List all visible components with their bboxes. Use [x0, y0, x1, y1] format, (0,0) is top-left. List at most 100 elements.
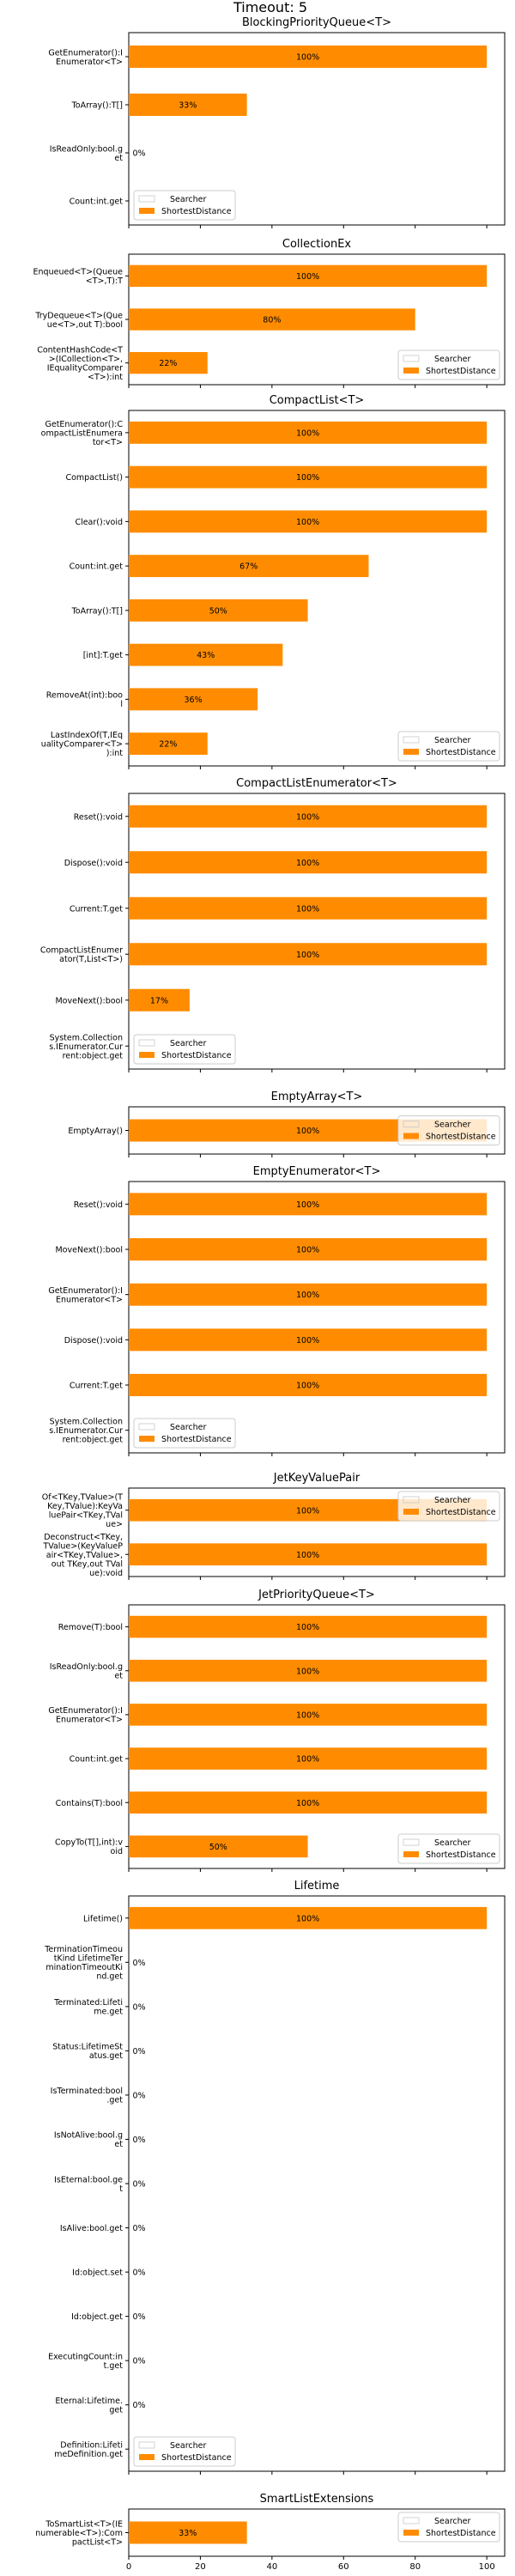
bar — [129, 1835, 308, 1858]
legend-label: ShortestDistance — [426, 1508, 496, 1517]
data-label: 22% — [159, 740, 177, 750]
legend-swatch — [403, 1509, 419, 1515]
legend-swatch — [403, 2530, 419, 2536]
axes-frame — [128, 793, 506, 1070]
category-label: MoveNext():bool — [55, 996, 123, 1005]
bar — [129, 598, 308, 622]
data-label: 0% — [132, 1959, 145, 1968]
bar — [129, 308, 415, 331]
category-label: CompactList() — [65, 473, 123, 483]
data-label: 0% — [132, 2047, 145, 2057]
panel-title: CompactList<T> — [270, 394, 365, 407]
axes-frame — [128, 1895, 506, 2472]
data-label: 22% — [159, 359, 177, 368]
category-label: Reset():void — [74, 1200, 123, 1210]
category-label: Lifetime() — [83, 1914, 123, 1923]
panel-title: EmptyArray<T> — [271, 1091, 363, 1103]
data-label: 0% — [132, 2180, 145, 2190]
panel-title: JetPriorityQueue<T> — [258, 1589, 375, 1601]
data-label: 0% — [132, 2312, 145, 2322]
category-label: ToArray():T[] — [71, 606, 123, 616]
category-label: Definition:Lifeti meDefinition.get — [54, 2440, 123, 2459]
data-label: 0% — [132, 2091, 145, 2100]
category-label: Terminated:Lifeti me.get — [53, 1998, 123, 2017]
category-label: CopyTo(T[],int):v oid — [55, 1838, 123, 1857]
data-label: 100% — [296, 1623, 319, 1632]
category-label: Current:T.get — [70, 1382, 123, 1391]
data-label: 100% — [296, 1755, 319, 1765]
bar — [129, 851, 488, 874]
category-label: Contains(T):bool — [56, 1799, 123, 1808]
legend-swatch — [139, 208, 154, 214]
category-label: GetEnumerator():C ompactListEnumera tor<T> — [41, 420, 124, 447]
data-label: 100% — [296, 1246, 319, 1255]
data-label: 17% — [150, 996, 168, 1005]
category-label: Count:int.get — [70, 1755, 124, 1765]
data-label: 0% — [132, 2401, 145, 2410]
data-label: 100% — [296, 1127, 319, 1136]
bar — [129, 988, 190, 1012]
legend: Searcher ShortestDistance — [397, 349, 500, 380]
category-label: [int]:T.get — [83, 651, 124, 660]
category-label: GetEnumerator():I Enumerator<T> — [48, 1286, 123, 1305]
category-label: Current:T.get — [70, 904, 123, 914]
category-label: ExecutingCount:in t.get — [48, 2352, 123, 2371]
category-label: GetEnumerator():I Enumerator<T> — [48, 48, 123, 67]
category-label: System.Collection s.IEnumerator.Cur rent:o… — [49, 1418, 123, 1445]
bar — [129, 1328, 488, 1352]
bar — [129, 510, 488, 533]
data-label: 100% — [296, 1200, 319, 1210]
legend-swatch — [403, 1133, 419, 1139]
chart-panel: CollectionEx Enqueued<T>(Queue <T>,T):T 100… — [33, 238, 506, 388]
legend-swatch — [403, 1851, 419, 1857]
data-label: 100% — [296, 1914, 319, 1923]
legend-label: Searcher — [170, 2441, 206, 2451]
data-label: 36% — [185, 696, 203, 705]
category-label: Id:object.set — [72, 2269, 123, 2278]
category-label: Count:int.get — [70, 562, 124, 572]
legend: Searcher ShortestDistance — [397, 1833, 500, 1864]
category-label: IsNotAlive:bool.g et — [54, 2131, 123, 2150]
category-label: System.Collection s.IEnumerator.Cur rent:o… — [49, 1033, 123, 1060]
legend-box — [133, 1418, 236, 1449]
legend-label: ShortestDistance — [426, 2529, 496, 2538]
figure-title: Timeout: 5 — [233, 0, 307, 15]
category-label: Deconstruct<TKey, TValue>(KeyValueP air<TK… — [42, 1533, 123, 1578]
data-label: 100% — [296, 859, 319, 868]
chart-panel: EmptyArray<T> EmptyArray() 100% Searcher Sho… — [68, 1091, 506, 1157]
category-label: TerminationTimeou tKind LifetimeTer minati… — [44, 1945, 123, 1982]
data-label: 100% — [296, 1667, 319, 1676]
bar — [129, 1374, 488, 1396]
category-label: IsTerminated:bool .get — [51, 2087, 124, 2105]
bar — [129, 1543, 488, 1566]
data-label: 43% — [197, 651, 215, 660]
axes-frame — [128, 410, 506, 767]
bar — [129, 896, 488, 920]
legend-swatch — [403, 368, 419, 374]
panel-title: EmptyEnumerator<T> — [253, 1165, 381, 1178]
chart-panel: Lifetime Lifetime() 100% TerminationTimeou t… — [44, 1880, 506, 2475]
data-label: 100% — [296, 1382, 319, 1391]
bar — [129, 688, 258, 711]
category-label: IsReadOnly:bool.g et — [50, 1662, 124, 1681]
bar — [129, 943, 488, 966]
data-label: 100% — [296, 1710, 319, 1720]
legend-label: Searcher — [170, 1039, 206, 1048]
bar — [129, 264, 488, 287]
x-tick-label: 0 — [126, 2562, 131, 2572]
bar — [129, 805, 488, 828]
legend-swatch — [139, 1436, 154, 1442]
chart-panels: BlockingPriorityQueue<T> GetEnumerator():… — [33, 16, 506, 2572]
data-label: 80% — [263, 316, 281, 325]
legend-label: ShortestDistance — [161, 1051, 232, 1060]
bar — [129, 1193, 488, 1216]
data-label: 100% — [296, 1551, 319, 1560]
data-label: 100% — [296, 812, 319, 822]
category-label: ToSmartList<T>(IE numerable<T>):Com pactLi… — [35, 2520, 123, 2548]
legend-swatch — [139, 1052, 154, 1058]
bar — [129, 1704, 488, 1726]
data-label: 0% — [132, 2002, 145, 2012]
x-tick-label: 60 — [338, 2562, 349, 2572]
bar — [129, 94, 247, 116]
bar — [129, 1615, 488, 1638]
